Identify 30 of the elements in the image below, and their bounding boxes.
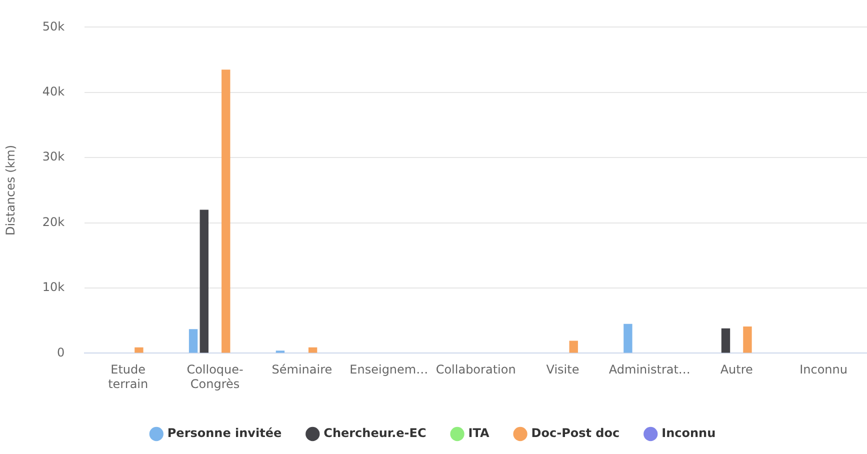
x-tick-label: Autre	[720, 362, 753, 377]
y-tick-label: 20k	[42, 214, 65, 229]
x-tick-label: Etude terrain	[108, 362, 148, 391]
legend-label: Doc-Post doc	[531, 426, 620, 440]
bar	[188, 329, 198, 353]
x-tick-label: Administrat…	[608, 362, 690, 377]
y-axis-title: Distances (km)	[3, 144, 18, 236]
bar	[222, 70, 230, 353]
legend-label: ITA	[468, 426, 490, 440]
legend-label: Chercheur.e-EC	[324, 426, 426, 440]
y-tick-label: 10k	[42, 280, 65, 294]
y-tick-label: 0	[56, 345, 65, 360]
y-tick-label: 50k	[42, 19, 65, 34]
bar	[200, 210, 208, 353]
bar	[721, 328, 730, 353]
x-tick-label: Inconnu	[800, 362, 848, 377]
bar	[743, 326, 752, 353]
x-tick-label: Visite	[546, 362, 580, 377]
x-tick-label: Enseignem…	[350, 362, 428, 377]
y-tick-label: 40k	[42, 84, 65, 99]
bar	[134, 347, 144, 353]
y-tick-label: 30k	[42, 150, 65, 164]
legend-label: Inconnu	[662, 426, 716, 440]
x-tick-label: Colloque-Congrès	[186, 362, 244, 391]
x-tick-label: Séminaire	[272, 362, 332, 377]
bar	[569, 340, 578, 353]
x-tick-label: Collaboration	[436, 362, 516, 377]
legend-label: Personne invitée	[167, 426, 282, 440]
bar	[624, 324, 632, 353]
bar	[308, 347, 318, 353]
